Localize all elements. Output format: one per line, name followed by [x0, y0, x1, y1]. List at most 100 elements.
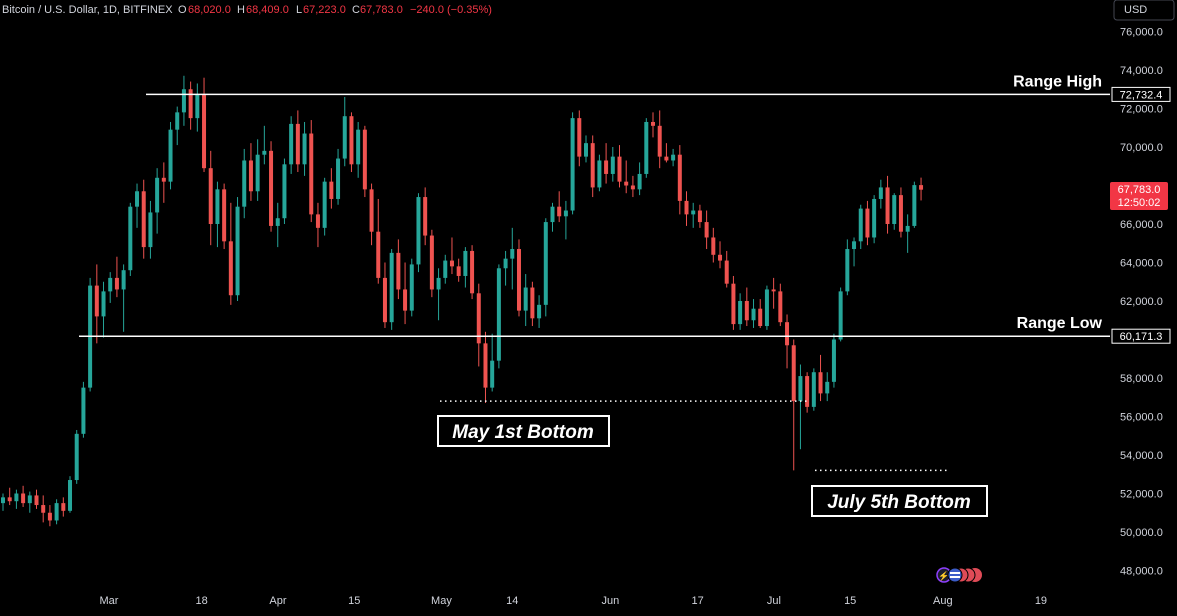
candle-body[interactable] [724, 260, 729, 284]
candle-body[interactable] [684, 200, 689, 215]
candle-body[interactable] [376, 231, 381, 278]
candle-body[interactable] [295, 123, 300, 165]
candle-body[interactable] [657, 125, 662, 157]
candle-body[interactable] [41, 505, 46, 513]
candle-body[interactable] [805, 376, 810, 407]
candle-body[interactable] [523, 287, 528, 311]
candle-body[interactable] [744, 301, 749, 321]
candle-body[interactable] [704, 222, 709, 238]
candle-body[interactable] [61, 503, 66, 511]
candle-body[interactable] [878, 187, 883, 199]
candle-body[interactable] [577, 118, 582, 157]
candle-body[interactable] [248, 160, 253, 192]
candle-body[interactable] [892, 195, 897, 224]
candle-body[interactable] [496, 268, 501, 361]
candle-body[interactable] [503, 258, 508, 269]
candle-body[interactable] [1, 497, 5, 504]
may-bottom-box[interactable] [437, 415, 610, 447]
candle-body[interactable] [315, 214, 320, 228]
candle-body[interactable] [758, 308, 763, 327]
candle-body[interactable] [865, 208, 870, 238]
candle-body[interactable] [94, 285, 99, 317]
candle-body[interactable] [336, 158, 341, 199]
candle-body[interactable] [356, 129, 361, 165]
candle-body[interactable] [222, 189, 227, 242]
candle-body[interactable] [322, 181, 327, 228]
candle-body[interactable] [583, 143, 588, 157]
candle-body[interactable] [516, 249, 521, 311]
candle-body[interactable] [202, 95, 207, 169]
candle-body[interactable] [155, 177, 160, 213]
candle-body[interactable] [610, 156, 615, 174]
us-flag-icon[interactable] [947, 567, 963, 583]
current-price-tag[interactable]: 67,783.0 12:50:02 [1110, 182, 1168, 210]
candle-body[interactable] [262, 150, 267, 155]
candle-body[interactable] [302, 133, 307, 165]
candle-body[interactable] [751, 308, 756, 321]
candle-body[interactable] [557, 206, 562, 217]
candle-body[interactable] [798, 376, 803, 402]
candle-body[interactable] [570, 118, 575, 211]
candle-body[interactable] [563, 210, 568, 217]
candle-body[interactable] [242, 160, 247, 207]
candle-body[interactable] [456, 266, 461, 276]
candle-body[interactable] [228, 241, 233, 296]
candle-body[interactable] [235, 206, 240, 296]
time-scale[interactable]: Mar 18 Apr 15 May 14 Jun 17 Jul 15 Aug 19 [100, 595, 1048, 607]
candle-body[interactable] [550, 206, 555, 223]
candle-body[interactable] [463, 250, 468, 276]
candle-body[interactable] [771, 289, 776, 292]
candle-body[interactable] [34, 495, 39, 506]
candle-body[interactable] [543, 222, 548, 305]
candle-body[interactable] [630, 185, 635, 190]
candle-body[interactable] [872, 198, 877, 238]
candle-body[interactable] [738, 301, 743, 325]
candle-body[interactable] [188, 89, 193, 119]
candle-body[interactable] [443, 260, 448, 278]
candle-body[interactable] [597, 160, 602, 188]
candle-body[interactable] [141, 191, 146, 248]
candle-body[interactable] [624, 181, 629, 186]
candle-body[interactable] [905, 225, 910, 232]
candle-body[interactable] [651, 121, 656, 126]
candle-body[interactable] [671, 154, 676, 161]
candle-body[interactable] [7, 497, 12, 502]
candle-body[interactable] [329, 181, 334, 199]
candle-body[interactable] [852, 241, 857, 250]
candle-body[interactable] [470, 250, 475, 294]
candle-body[interactable] [590, 143, 595, 188]
candle-body[interactable] [811, 372, 816, 407]
candle-body[interactable] [135, 191, 140, 207]
candle-body[interactable] [858, 208, 863, 242]
candle-body[interactable] [215, 189, 220, 224]
candle-body[interactable] [74, 433, 79, 481]
candle-body[interactable] [912, 185, 917, 226]
candle-body[interactable] [664, 156, 669, 161]
candle-body[interactable] [54, 503, 59, 521]
candle-body[interactable] [416, 197, 421, 265]
candle-body[interactable] [764, 289, 769, 327]
candle-body[interactable] [483, 343, 488, 388]
candle-body[interactable] [644, 121, 649, 174]
candle-body[interactable] [289, 123, 294, 165]
candle-body[interactable] [128, 206, 133, 271]
candle-body[interactable] [436, 277, 441, 290]
candle-body[interactable] [898, 195, 903, 232]
candle-body[interactable] [731, 283, 736, 325]
candle-body[interactable] [389, 252, 394, 323]
candle-body[interactable] [617, 156, 622, 182]
candle-body[interactable] [21, 493, 26, 504]
candle-body[interactable] [510, 249, 515, 259]
candle-body[interactable] [108, 277, 113, 292]
candle-body[interactable] [490, 360, 495, 388]
currency-button[interactable]: USD [1113, 0, 1175, 21]
july-bottom-box[interactable] [811, 485, 988, 517]
candle-body[interactable] [148, 212, 153, 248]
candle-body[interactable] [309, 133, 314, 215]
price-scale[interactable]: 48,000.0 50,000.0 52,000.0 54,000.0 56,000.0… [1120, 27, 1163, 578]
candle-body[interactable] [637, 173, 642, 190]
candle-body[interactable] [362, 129, 367, 190]
candle-body[interactable] [885, 187, 890, 224]
candle-body[interactable] [208, 168, 213, 224]
